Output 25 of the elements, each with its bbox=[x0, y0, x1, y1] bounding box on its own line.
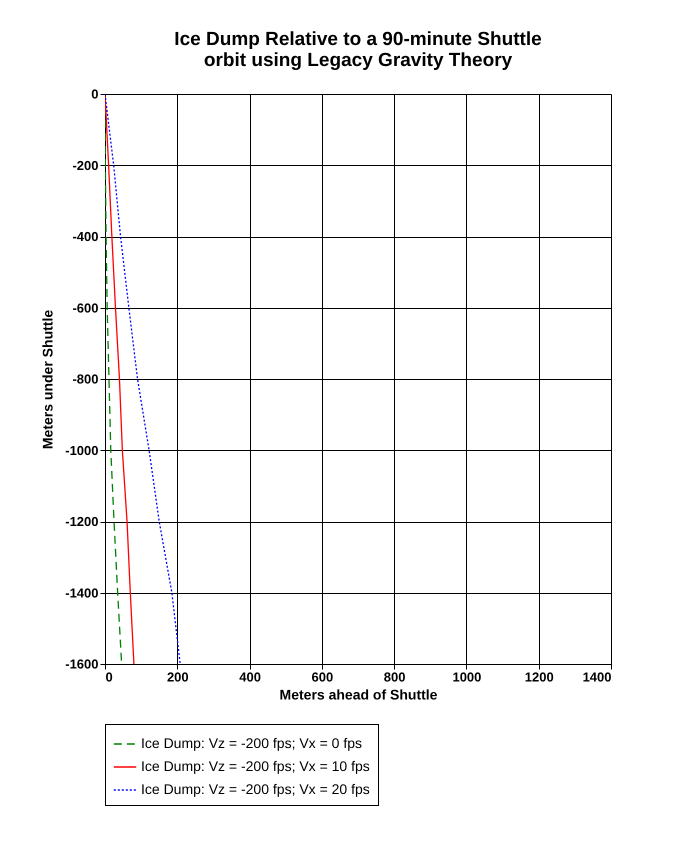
text: orbit using Legacy Gravity Theory bbox=[204, 50, 512, 71]
x-tick-label: 0 bbox=[106, 670, 113, 684]
x-tick-label: 800 bbox=[384, 670, 406, 684]
x-tick-label: 600 bbox=[312, 670, 334, 684]
legend-label: Ice Dump: Vz = -200 fps; Vx = 10 fps bbox=[141, 758, 370, 774]
y-tick-label: -800 bbox=[72, 372, 98, 386]
legend-label: Ice Dump: Vz = -200 fps; Vx = 0 fps bbox=[141, 735, 362, 751]
y-tick-label: -200 bbox=[72, 158, 98, 173]
x-tick-label: 1000 bbox=[452, 670, 482, 684]
y-axis-title: Meters under Shuttle bbox=[39, 310, 56, 450]
x-tick-label: 1400 bbox=[582, 670, 612, 684]
y-tick-label: -1200 bbox=[65, 514, 98, 529]
legend-label: Ice Dump: Vz = -200 fps; Vx = 20 fps bbox=[141, 781, 370, 797]
x-tick-label: 200 bbox=[166, 670, 189, 684]
y-tick-label: -1000 bbox=[65, 442, 98, 458]
y-tick-label: -600 bbox=[72, 300, 98, 316]
text: Ice Dump Relative to a 90-minute Shuttle bbox=[174, 29, 542, 50]
line-series bbox=[105, 94, 135, 664]
y-tick-label: -1600 bbox=[65, 656, 98, 672]
x-tick-label: 400 bbox=[239, 670, 261, 684]
y-tick-label: -1400 bbox=[65, 585, 98, 600]
x-axis-title: Meters ahead of Shuttle bbox=[280, 686, 438, 702]
y-tick-label: 0 bbox=[91, 86, 98, 102]
x-tick-label: 1200 bbox=[524, 670, 554, 684]
y-tick-label: -400 bbox=[72, 229, 98, 244]
